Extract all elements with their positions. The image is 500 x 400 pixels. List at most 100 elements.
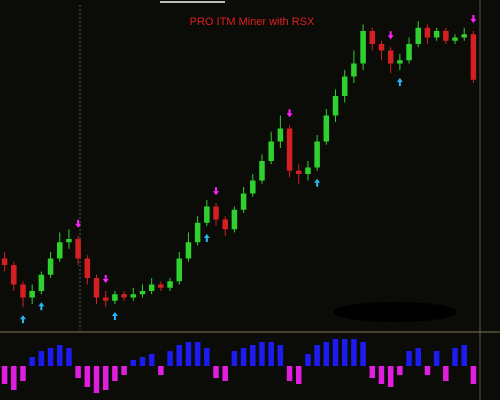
indicator-bar bbox=[470, 366, 477, 384]
indicator-bar bbox=[84, 366, 91, 387]
candle-body bbox=[323, 115, 330, 142]
indicator-bar bbox=[29, 357, 35, 366]
indicator-bar bbox=[204, 348, 210, 366]
indicator-bar bbox=[75, 366, 81, 378]
candle-body bbox=[406, 44, 412, 61]
indicator-bar bbox=[11, 366, 17, 390]
indicator-bar bbox=[47, 348, 54, 366]
candle-body bbox=[102, 297, 109, 301]
indicator-bar bbox=[443, 366, 449, 381]
candle-body bbox=[360, 31, 366, 64]
buy-arrow bbox=[19, 315, 26, 324]
candle-body bbox=[470, 34, 477, 80]
indicator-bar bbox=[341, 339, 348, 366]
buy-arrow bbox=[203, 234, 210, 242]
candle-body bbox=[314, 141, 320, 168]
candle-body bbox=[20, 284, 26, 298]
indicator-bar bbox=[268, 342, 274, 366]
indicator-bar bbox=[369, 366, 376, 378]
candle-body bbox=[194, 222, 201, 243]
candle-body bbox=[204, 206, 210, 223]
indicator-bar bbox=[148, 354, 155, 366]
indicator-bar bbox=[102, 366, 109, 390]
candle-body bbox=[268, 141, 274, 161]
candle-body bbox=[158, 284, 164, 288]
indicator-bar bbox=[415, 348, 422, 366]
candle-body bbox=[29, 291, 35, 298]
indicator-bar bbox=[351, 339, 357, 366]
indicator-bar bbox=[56, 345, 63, 366]
indicator-bar bbox=[130, 360, 137, 366]
indicator-bar bbox=[185, 342, 192, 366]
sell-arrow bbox=[286, 109, 293, 118]
buy-arrow bbox=[38, 302, 45, 311]
indicator-bar bbox=[378, 366, 385, 384]
indicator-bar bbox=[176, 345, 183, 366]
candle-body bbox=[452, 37, 458, 41]
indicator-bar bbox=[397, 366, 403, 375]
candle-body bbox=[185, 242, 192, 259]
redaction bbox=[333, 302, 457, 322]
sell-arrow bbox=[75, 219, 82, 228]
indicator-bar bbox=[314, 345, 320, 366]
candle-body bbox=[148, 284, 155, 291]
candle-body bbox=[341, 76, 348, 96]
indicator-bar bbox=[323, 342, 330, 366]
candle-body bbox=[424, 27, 431, 38]
indicator-bar bbox=[231, 351, 238, 366]
indicator-bar bbox=[433, 351, 440, 366]
indicator-bar bbox=[222, 366, 228, 381]
indicator-bar bbox=[277, 345, 284, 366]
candle-body bbox=[167, 281, 173, 288]
candle-body bbox=[176, 258, 183, 282]
candle-body bbox=[11, 265, 17, 285]
candle-body bbox=[139, 291, 146, 295]
candle-body bbox=[231, 209, 238, 230]
indicator-bar bbox=[406, 351, 412, 366]
buy-arrow bbox=[396, 78, 403, 86]
candle-body bbox=[222, 219, 228, 230]
indicator-bar bbox=[259, 342, 265, 366]
candle-body bbox=[1, 258, 8, 265]
indicator-bar bbox=[387, 366, 394, 387]
candle-body bbox=[66, 239, 72, 243]
indicator-bar bbox=[360, 342, 366, 366]
candle-body bbox=[378, 44, 385, 51]
candle-body bbox=[461, 34, 467, 38]
candle-body bbox=[130, 294, 137, 298]
buy-arrow bbox=[314, 178, 321, 187]
sell-arrow bbox=[387, 31, 394, 40]
candle-body bbox=[387, 50, 394, 64]
indicator-bar bbox=[93, 366, 100, 393]
indicator-bar bbox=[452, 348, 458, 366]
candle-body bbox=[277, 128, 284, 142]
candle-body bbox=[295, 170, 302, 174]
candle-body bbox=[112, 294, 118, 301]
indicator-bar bbox=[240, 348, 247, 366]
sell-arrow bbox=[102, 275, 109, 283]
candle-body bbox=[433, 31, 440, 38]
indicator-bar bbox=[424, 366, 431, 375]
candle-body bbox=[121, 294, 127, 298]
indicator-bar bbox=[158, 366, 164, 375]
buy-arrow bbox=[111, 312, 118, 320]
indicator-bar bbox=[332, 339, 339, 366]
indicator-bar bbox=[194, 342, 201, 366]
indicator-bar bbox=[112, 366, 118, 381]
indicator-bar bbox=[66, 348, 72, 366]
indicator-bar bbox=[305, 354, 311, 366]
candle-body bbox=[332, 96, 339, 116]
candle-body bbox=[38, 274, 45, 291]
indicator-bar bbox=[286, 366, 293, 381]
indicator-bar bbox=[20, 366, 26, 381]
sell-arrow bbox=[470, 15, 477, 23]
indicator-bar bbox=[167, 351, 173, 366]
candle-body bbox=[305, 167, 311, 174]
candle-body bbox=[443, 31, 449, 41]
candle-body bbox=[351, 63, 357, 77]
indicator-bar bbox=[461, 345, 467, 366]
indicator-bar bbox=[1, 366, 8, 384]
candle-body bbox=[259, 161, 265, 181]
candle-body bbox=[93, 278, 100, 298]
